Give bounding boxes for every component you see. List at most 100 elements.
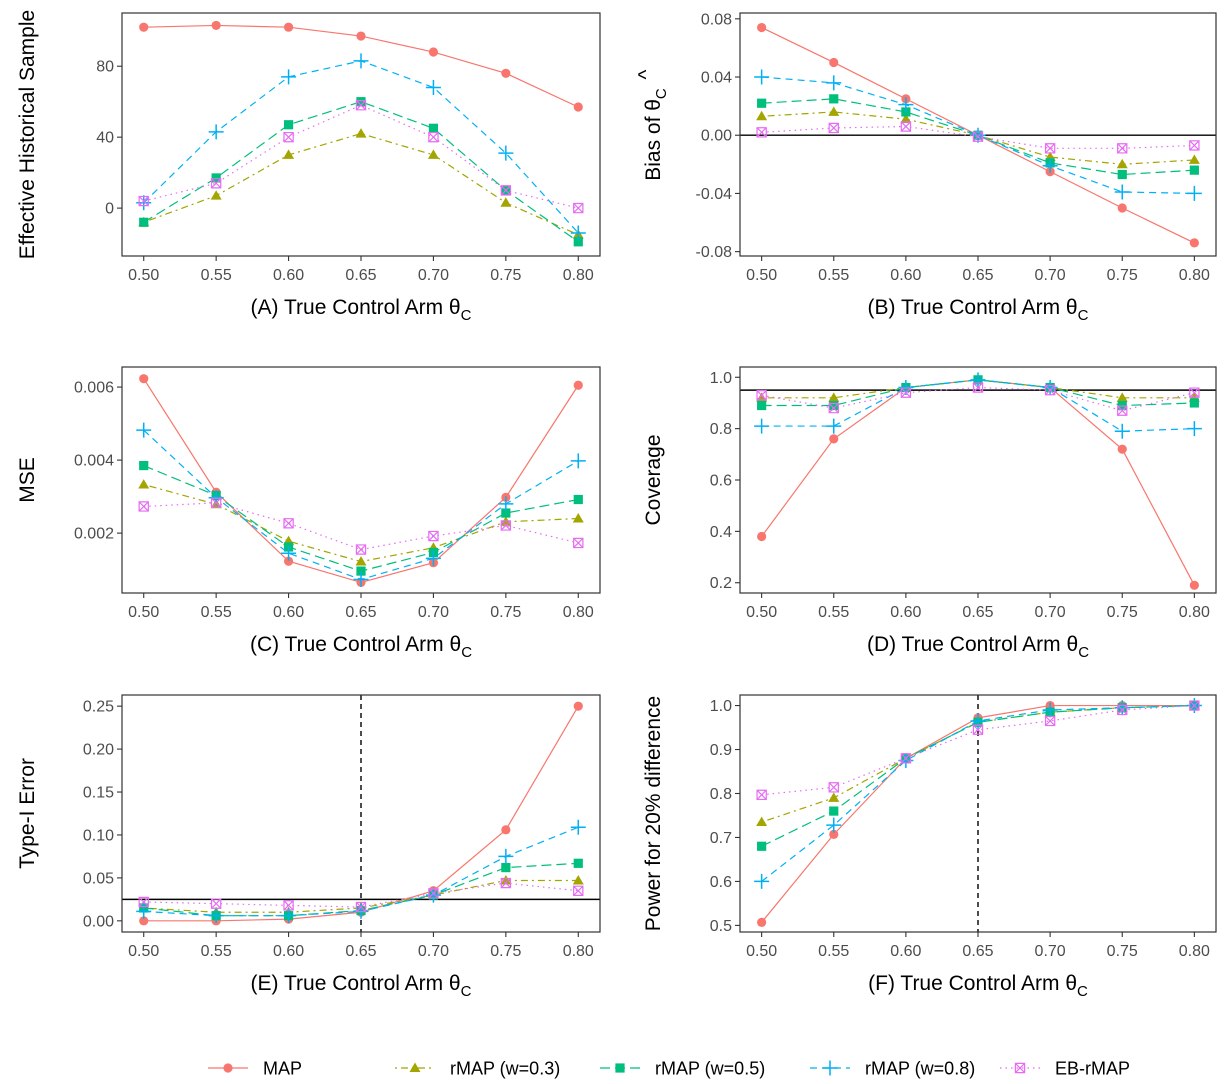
y-tick-label: 1.0 xyxy=(710,370,732,387)
data-point-rmap-w-0-5 xyxy=(139,217,149,227)
data-point-rmap-w-0-8 xyxy=(570,819,586,835)
data-point-rmap-w-0-5 xyxy=(428,123,439,133)
series-line-eb-rmap xyxy=(143,104,579,209)
data-point-rmap-w-0-5 xyxy=(211,173,221,183)
data-point-eb-rmap xyxy=(355,901,367,913)
data-point-eb-rmap xyxy=(900,121,912,132)
legend: MAP rMAP (w=0.3) rMAP (w=0.5) rMAP (w=0.8) E… xyxy=(208,1059,1130,1079)
data-point-rmap-w-0-3 xyxy=(355,128,367,138)
data-point-rmap-w-0-5 xyxy=(757,841,767,851)
y-tick-label: 0.05 xyxy=(83,870,114,887)
y-tick-label: -0.04 xyxy=(696,186,733,203)
data-point-eb-rmap xyxy=(900,753,912,764)
data-point-eb-rmap xyxy=(756,127,767,138)
data-point-map xyxy=(428,47,439,57)
x-tick-label: 0.50 xyxy=(746,267,777,284)
panel-e: 0.50 0.55 0.60 0.65 0.70 0.75 0.80 0.00 0.05 0.10… xyxy=(16,694,601,1000)
series-group xyxy=(136,20,586,247)
legend-label: rMAP (w=0.3) xyxy=(450,1059,560,1079)
data-point-rmap-w-0-8 xyxy=(281,545,297,561)
legend-item-rmap-w-0-5: rMAP (w=0.5) xyxy=(600,1059,765,1079)
data-point-map xyxy=(139,374,149,384)
x-tick-label: 0.50 xyxy=(128,267,159,284)
y-tick-label: 0.04 xyxy=(701,70,732,87)
x-tick-label: 0.50 xyxy=(128,943,159,960)
data-point-rmap-w-0-3 xyxy=(1116,392,1128,402)
data-point-rmap-w-0-8 xyxy=(136,422,152,438)
x-tick-label: 0.80 xyxy=(1179,604,1210,621)
series-group xyxy=(136,374,586,588)
data-point-eb-rmap xyxy=(283,900,294,911)
panel-border xyxy=(739,366,1217,594)
data-point-rmap-w-0-8 xyxy=(1186,185,1202,201)
data-point-eb-rmap xyxy=(573,202,584,214)
legend-label: rMAP (w=0.8) xyxy=(865,1059,975,1079)
legend-item-rmap-w-0-3: rMAP (w=0.3) xyxy=(395,1059,560,1079)
data-point-rmap-w-0-3 xyxy=(427,149,439,159)
data-point-rmap-w-0-8 xyxy=(208,124,224,140)
hat-accent: ^ xyxy=(635,69,658,79)
data-point-rmap-w-0-3 xyxy=(828,792,840,802)
data-point-eb-rmap xyxy=(210,497,222,509)
x-tick-label: 0.70 xyxy=(1035,943,1066,960)
data-point-map xyxy=(573,102,583,112)
data-point-rmap-w-0-8 xyxy=(970,713,986,729)
data-point-map xyxy=(829,57,839,68)
data-point-eb-rmap xyxy=(573,885,584,896)
x-tick-label: 0.60 xyxy=(890,267,921,284)
data-point-rmap-w-0-3 xyxy=(572,513,584,523)
data-point-rmap-w-0-3 xyxy=(500,874,512,885)
panel-b: 0.50 0.55 0.60 0.65 0.70 0.75 0.80 -0.08 -0.04 0.… xyxy=(635,11,1217,324)
legend-marker xyxy=(1014,1062,1026,1074)
x-tick-label: 0.50 xyxy=(746,604,777,621)
data-point-rmap-w-0-5 xyxy=(501,508,511,518)
x-tick-label: 0.70 xyxy=(1035,604,1066,621)
legend-item-eb-rmap: EB-rMAP xyxy=(1000,1059,1130,1079)
series-line-rmap-w-0-3 xyxy=(143,132,579,236)
x-tick-label: 0.60 xyxy=(273,267,304,284)
data-point-eb-rmap xyxy=(573,537,584,549)
data-point-map xyxy=(757,917,767,927)
series-line-rmap-w-0-5 xyxy=(143,101,579,243)
data-point-rmap-w-0-3 xyxy=(283,149,295,159)
data-point-rmap-w-0-8 xyxy=(1042,702,1058,718)
legend-marker xyxy=(615,1063,625,1073)
data-point-rmap-w-0-5 xyxy=(573,858,583,868)
x-tick-label: 0.75 xyxy=(490,943,521,960)
data-point-map xyxy=(501,68,511,78)
legend-marker xyxy=(822,1060,838,1076)
data-point-rmap-w-0-8 xyxy=(1186,421,1202,437)
x-tick-label: 0.70 xyxy=(1035,267,1066,284)
x-axis-title: (C) True Control Arm θC xyxy=(250,633,472,661)
data-point-map xyxy=(1117,444,1127,454)
x-tick-label: 0.75 xyxy=(1107,943,1138,960)
data-point-rmap-w-0-8 xyxy=(1042,158,1058,174)
data-point-rmap-w-0-8 xyxy=(136,195,152,211)
x-tick-label: 0.65 xyxy=(962,604,993,621)
x-tick-label: 0.50 xyxy=(128,604,159,621)
y-tick-label: 80 xyxy=(96,59,114,76)
data-point-eb-rmap xyxy=(138,501,149,512)
data-point-map xyxy=(283,22,294,32)
data-point-map xyxy=(139,22,149,32)
y-tick-label: 0.7 xyxy=(710,830,732,847)
data-point-rmap-w-0-3 xyxy=(138,479,150,489)
x-tick-label: 0.80 xyxy=(563,604,594,621)
data-point-rmap-w-0-3 xyxy=(210,190,222,200)
data-point-rmap-w-0-8 xyxy=(970,372,986,388)
x-tick-label: 0.55 xyxy=(201,267,232,284)
data-point-eb-rmap xyxy=(500,520,512,531)
data-point-rmap-w-0-3 xyxy=(828,106,840,116)
data-point-rmap-w-0-8 xyxy=(754,418,770,434)
x-tick-label: 0.65 xyxy=(962,267,993,284)
data-point-rmap-w-0-8 xyxy=(1114,423,1130,439)
y-tick-label: 0.4 xyxy=(710,524,732,541)
data-point-eb-rmap xyxy=(972,131,984,142)
data-point-rmap-w-0-5 xyxy=(1189,398,1199,408)
data-point-rmap-w-0-5 xyxy=(829,400,839,411)
y-tick-label: 0.5 xyxy=(710,918,732,935)
x-tick-label: 0.75 xyxy=(1107,267,1138,284)
data-point-rmap-w-0-8 xyxy=(1114,184,1130,200)
data-point-eb-rmap xyxy=(138,896,149,908)
